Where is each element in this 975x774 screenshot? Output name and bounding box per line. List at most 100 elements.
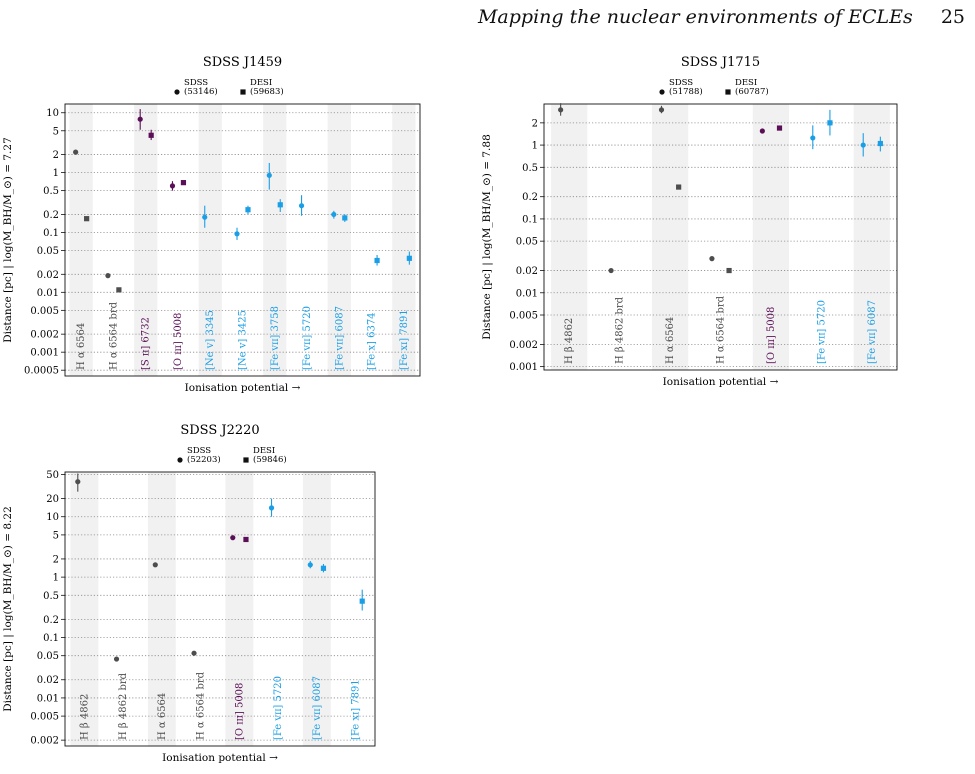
line-label: [Fe ᴠɪɪ] 6087 [867,300,878,364]
legend-entry: DESI(60787) [725,78,769,97]
data-point-desi [406,255,412,261]
line-label: [Fe ᴠɪɪ] 6087 [312,676,323,740]
column-band [69,104,93,376]
column-band [392,104,416,376]
data-point-sdss [810,135,816,141]
y-tick-label: 0.02 [37,675,59,686]
y-tick-label: 0.2 [43,615,59,626]
data-point-desi [243,536,249,543]
data-point-sdss [113,656,120,662]
line-label: H α 6564 [76,323,87,370]
line-label: H α 6564 brd [196,671,207,740]
line-label: H β 4862 [564,318,575,364]
data-point-sdss [230,535,236,541]
plot-frame [64,471,376,747]
legend-label: DESI [250,78,272,88]
column-band [651,104,689,370]
y-tick-label: 0.002 [30,330,59,341]
line-label: H β 4862 brd [615,296,626,364]
data-point-sdss [298,203,305,209]
legend-label: SDSS [187,446,211,456]
page-number: 25 [940,6,965,28]
y-tick-label: 0.1 [522,214,538,225]
data-point-desi [359,598,365,604]
line-label: [Fe xɪ] 7891 [351,679,362,740]
y-tick-label: 0.2 [522,192,538,203]
y-tick-label: 0.0005 [24,366,59,377]
y-tick-label: 0.05 [37,651,59,662]
y-tick-label: 0.02 [516,266,538,277]
y-tick-label: 0.001 [30,348,59,359]
y-axis-label: Distance [pc] | log(M_BH/M_⊙) = 8.22 [2,506,15,712]
x-axis-label: Ionisation potential → [663,376,779,388]
chart-title: SDSS J2220 [180,423,259,438]
y-tick-label: 2 [53,150,59,161]
plot-frame [543,103,898,371]
y-tick-label: 1 [53,573,59,584]
data-point-desi [180,180,187,186]
data-point-desi [877,140,883,147]
line-label: H α 6564 brd [716,295,727,364]
data-point-sdss [202,214,208,220]
data-point-sdss [191,650,197,656]
y-tick-label: 0.5 [43,186,59,197]
legend-marker-square [243,457,249,463]
y-tick-label: 0.05 [37,246,59,257]
y-tick-label: 0.001 [509,362,538,373]
legend-entry: DESI(59683) [240,78,284,97]
chart-title: SDSS J1459 [203,55,282,70]
y-tick-label: 0.05 [516,237,538,248]
chart-sdss-j1459: SDSS J1459 SDSS(53146) DESI(59683) 10 5 2 1 0.5… [2,55,421,394]
column-band [853,104,890,370]
y-tick-label: 0.005 [30,306,59,317]
line-label: H β 4862 [79,694,90,740]
y-tick-label: 50 [46,470,59,481]
line-label: [Fe xɪ] 7891 [399,309,410,370]
chart-sdss-j2220: SDSS J2220 SDSS(52203) DESI(59846) 50 20 10 5 2… [2,423,376,764]
data-point-desi [84,216,90,222]
data-point-sdss [105,273,111,279]
chart-sdss-j1715: SDSS J1715 SDSS(51788) DESI(60787) 2 1 0.5 0.2… [481,55,898,388]
y-tick-label: 0.002 [30,736,59,747]
line-label: [Fe ᴠɪɪ] 5720 [302,306,313,370]
column-band [198,104,222,376]
data-point-desi [374,257,380,264]
column-band [752,104,790,370]
y-tick-label: 0.005 [30,712,59,723]
y-axis-label: Distance [pc] | log(M_BH/M_⊙) = 7.88 [481,134,494,340]
legend-label: SDSS [184,78,208,88]
data-point-desi [342,215,348,221]
data-point-sdss [266,172,272,178]
line-label: [Fe ᴠɪɪ] 3758 [270,306,281,370]
legend-epoch: (52203) [187,454,221,465]
y-tick-label: 0.5 [522,163,538,174]
legend-entry: SDSS(51788) [659,78,703,97]
data-point-sdss [234,231,240,237]
legend-marker-circle [174,89,180,95]
data-point-desi [827,120,833,126]
line-label: H α 6564 brd [108,301,119,370]
y-tick-label: 0.1 [43,228,59,239]
line-label: [Fe ᴠɪɪ] 6087 [334,306,345,370]
data-point-desi [726,267,732,274]
y-tick-label: 0.01 [516,288,538,299]
line-label: [O ɪɪɪ] 5008 [173,313,184,370]
data-point-desi [116,287,122,293]
line-label: [Fe ᴠɪɪ] 5720 [816,300,827,364]
legend-label: DESI [735,78,757,88]
y-tick-label: 0.01 [37,693,59,704]
data-point-sdss [860,142,866,148]
data-point-desi [776,125,783,131]
y-tick-label: 0.002 [509,340,538,351]
line-label: [S ɪɪ] 6732 [141,317,152,370]
data-point-desi [148,132,154,138]
y-tick-label: 0.5 [43,591,59,602]
y-tick-label: 20 [46,494,59,505]
line-label: [Ne ᴠ] 3345 [205,310,216,370]
data-point-sdss [268,505,275,511]
legend-marker-square [240,89,246,95]
legend-marker-circle [659,89,665,95]
legend-label: DESI [253,446,275,456]
column-band [551,104,588,370]
legend-entry: SDSS(52203) [177,446,221,465]
